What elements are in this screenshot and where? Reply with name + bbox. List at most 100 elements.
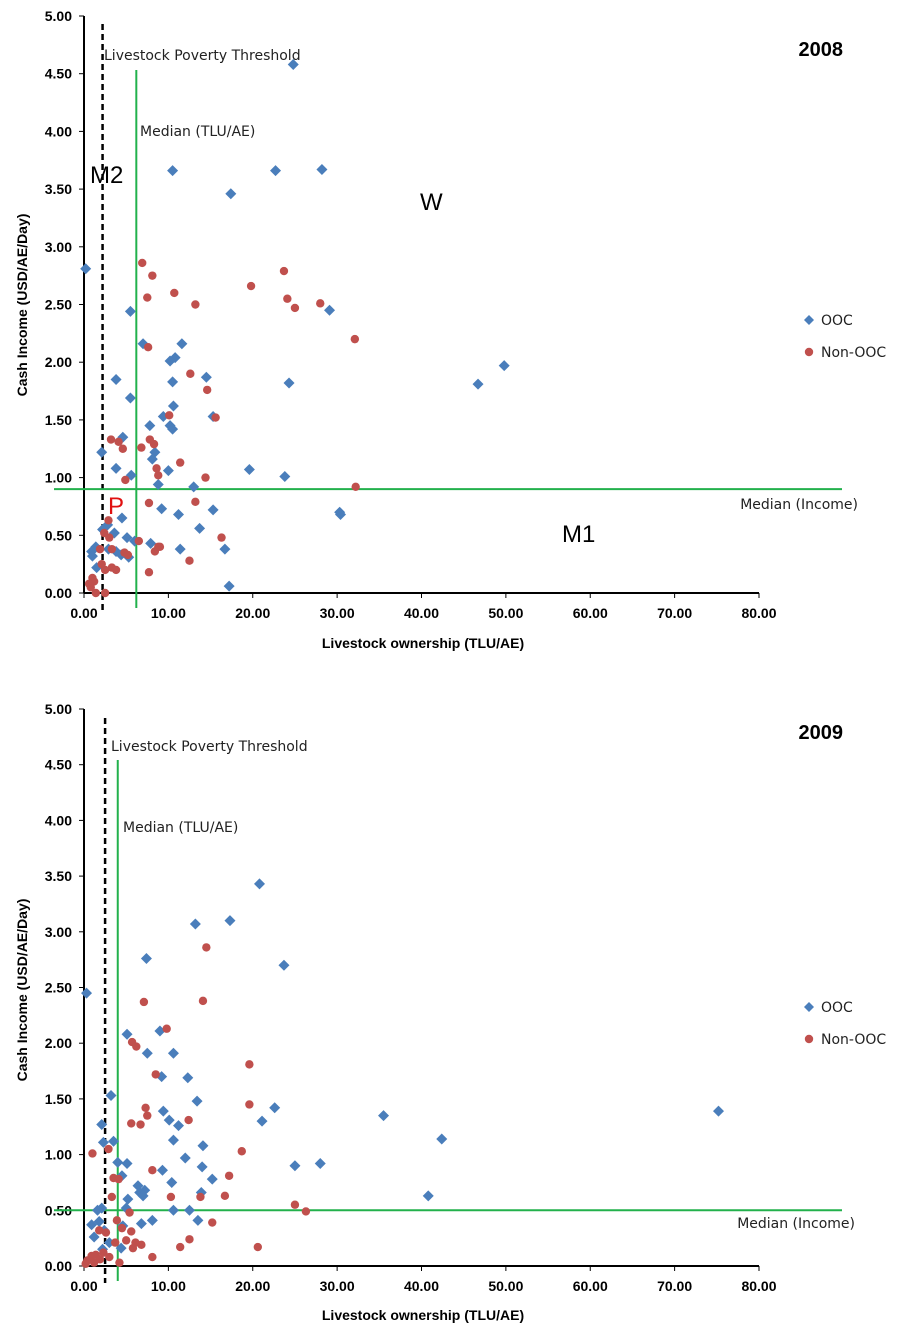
data-point-non-ooc	[191, 497, 200, 507]
data-point-ooc	[96, 1119, 108, 1131]
data-point-ooc	[207, 504, 219, 516]
x-tick-label: 70.00	[657, 605, 692, 621]
legend-marker-ooc	[804, 315, 814, 325]
data-point-ooc	[200, 371, 212, 383]
median-income-label: Median (Income)	[740, 497, 858, 513]
data-point-non-ooc	[132, 1042, 141, 1051]
data-point-ooc	[167, 165, 179, 177]
data-point-non-ooc	[279, 266, 289, 276]
data-point-non-ooc	[224, 1171, 234, 1180]
x-tick-label: 70.00	[657, 1278, 692, 1294]
y-tick-label: 0.00	[45, 1258, 72, 1274]
data-point-non-ooc	[316, 299, 325, 308]
data-point-ooc	[108, 1135, 120, 1147]
y-tick-label: 2.50	[45, 297, 72, 313]
y-tick-label: 3.00	[45, 924, 72, 940]
legend-marker-non-ooc	[804, 1034, 814, 1044]
data-point-non-ooc	[136, 1120, 145, 1129]
data-point-ooc	[174, 543, 186, 555]
legend-label-non-ooc: Non-OOC	[821, 1032, 886, 1048]
data-point-non-ooc	[138, 258, 147, 268]
data-point-non-ooc	[186, 369, 195, 378]
data-point-ooc	[256, 1115, 268, 1127]
data-point-ooc	[163, 1114, 175, 1126]
data-point-non-ooc	[245, 1100, 254, 1109]
data-point-non-ooc	[95, 544, 105, 554]
data-point-ooc	[96, 446, 108, 458]
x-tick-label: 60.00	[573, 1278, 608, 1294]
data-point-ooc	[316, 163, 328, 175]
data-point-ooc	[197, 1140, 209, 1152]
x-tick-label: 0.00	[70, 605, 97, 621]
y-tick-label: 4.00	[45, 812, 72, 828]
quadrant-label-p: P	[108, 493, 124, 520]
x-tick-label: 20.00	[235, 605, 270, 621]
legend-label-ooc: OOC	[821, 313, 853, 329]
y-tick-label: 1.00	[45, 470, 72, 486]
data-point-ooc	[140, 953, 152, 965]
data-point-ooc	[289, 1160, 301, 1172]
data-point-ooc	[97, 1136, 109, 1148]
data-point-ooc	[167, 376, 179, 388]
y-tick-label: 1.50	[45, 412, 72, 428]
data-point-non-ooc	[115, 1258, 124, 1267]
data-point-ooc	[472, 378, 484, 390]
data-point-ooc	[162, 465, 174, 477]
quadrant-label-w: W	[420, 189, 443, 216]
data-point-non-ooc	[117, 1223, 127, 1233]
legend: OOC Non-OOC	[804, 1000, 886, 1048]
data-point-non-ooc	[127, 1119, 136, 1128]
data-point-ooc	[269, 1102, 281, 1114]
data-point-ooc	[112, 1156, 124, 1168]
year-label: 2008	[799, 39, 844, 61]
data-point-non-ooc	[149, 439, 159, 449]
data-point-non-ooc	[185, 1235, 194, 1244]
data-point-non-ooc	[105, 1252, 114, 1262]
data-point-non-ooc	[155, 542, 165, 552]
data-point-non-ooc	[105, 533, 114, 542]
data-point-ooc	[116, 512, 128, 524]
y-tick-label: 4.50	[45, 757, 72, 773]
data-point-non-ooc	[201, 473, 210, 482]
data-point-non-ooc	[351, 482, 360, 492]
series-ooc	[81, 878, 724, 1255]
data-point-ooc	[254, 878, 265, 890]
data-point-non-ooc	[191, 300, 200, 309]
data-point-ooc	[124, 305, 136, 317]
data-point-non-ooc	[175, 1242, 185, 1252]
data-point-ooc	[156, 503, 168, 515]
x-tick-label: 50.00	[488, 1278, 523, 1294]
data-point-ooc	[278, 959, 290, 971]
data-point-non-ooc	[107, 1192, 117, 1202]
data-point-non-ooc	[114, 1174, 123, 1184]
data-point-non-ooc	[144, 568, 154, 577]
data-point-ooc	[92, 1204, 103, 1216]
data-point-non-ooc	[143, 342, 153, 352]
data-point-non-ooc	[166, 1192, 176, 1202]
data-point-non-ooc	[245, 1060, 254, 1069]
data-point-ooc	[146, 1214, 158, 1226]
data-point-ooc	[167, 1204, 179, 1216]
data-point-ooc	[80, 263, 92, 275]
y-tick-label: 1.00	[45, 1147, 72, 1163]
data-point-ooc	[183, 1204, 195, 1216]
data-point-non-ooc	[202, 943, 211, 952]
y-tick-label: 1.50	[45, 1091, 72, 1107]
data-point-non-ooc	[198, 996, 208, 1006]
data-point-ooc	[88, 1231, 100, 1243]
data-point-ooc	[124, 392, 136, 404]
y-tick-label: 5.00	[45, 701, 72, 717]
legend-marker-non-ooc	[804, 347, 814, 357]
data-point-non-ooc	[137, 1240, 146, 1250]
data-point-non-ooc	[127, 1227, 136, 1236]
y-tick-label: 2.00	[45, 354, 72, 370]
data-point-ooc	[115, 1242, 127, 1254]
y-tick-label: 2.50	[45, 980, 72, 996]
data-point-non-ooc	[99, 1248, 108, 1257]
data-point-ooc	[422, 1190, 434, 1202]
y-tick-label: 3.50	[45, 868, 72, 884]
data-point-ooc	[146, 453, 158, 465]
data-point-non-ooc	[123, 550, 133, 560]
data-point-non-ooc	[100, 588, 110, 598]
data-point-ooc	[188, 481, 200, 493]
